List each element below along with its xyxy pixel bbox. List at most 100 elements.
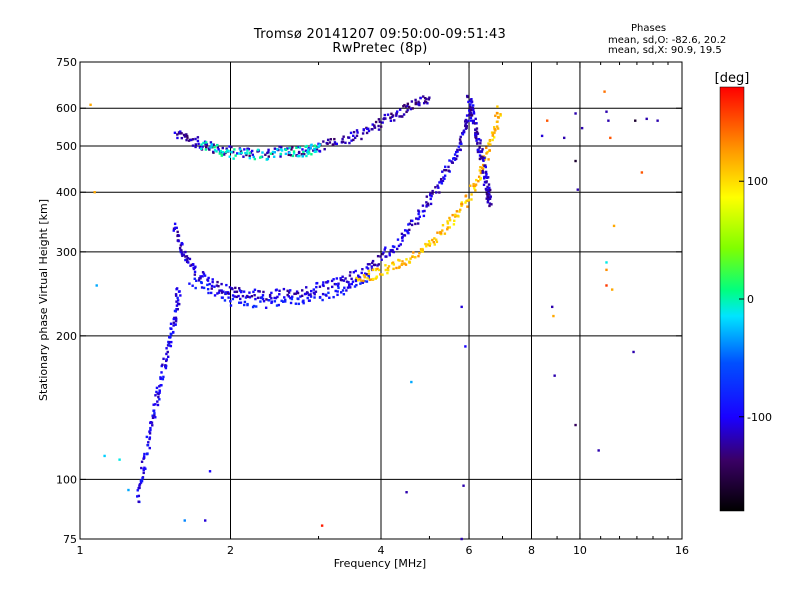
trace-point (292, 152, 296, 155)
trace-point (168, 341, 172, 344)
trace-point (383, 113, 387, 117)
trace-point (492, 136, 496, 139)
trace-point (458, 138, 462, 141)
trace-point (427, 204, 430, 207)
trace-point (472, 182, 475, 186)
trace-point (172, 317, 175, 321)
trace-point (452, 157, 455, 160)
trace-point (223, 153, 226, 156)
trace-point (210, 284, 214, 288)
trace-point (465, 124, 468, 128)
trace-point (173, 131, 177, 134)
trace-point (280, 149, 284, 152)
trace-point (306, 149, 310, 152)
trace-point (184, 258, 187, 262)
trace-point (482, 183, 486, 187)
trace-point (290, 148, 293, 151)
trace-point (381, 121, 384, 124)
trace-point (399, 243, 403, 246)
trace-point (261, 297, 265, 301)
trace-point (457, 215, 460, 218)
trace-point (309, 293, 312, 296)
trace-point (346, 286, 350, 289)
trace-point (347, 281, 350, 284)
scatter-point (640, 171, 644, 174)
scatter-point (553, 374, 556, 377)
trace-point (193, 266, 197, 269)
trace-point (355, 129, 359, 132)
trace-point (177, 239, 180, 243)
scatter-point (93, 191, 96, 194)
trace-point (474, 117, 477, 121)
trace-point (318, 143, 321, 146)
trace-point (411, 107, 414, 110)
trace-point (481, 163, 485, 167)
scatter-point (603, 90, 606, 93)
trace-point (355, 283, 358, 287)
trace-point (323, 147, 326, 151)
trace-point (450, 161, 454, 164)
trace-point (395, 111, 398, 115)
trace-point (200, 147, 203, 150)
trace-point (289, 289, 292, 292)
trace-point (457, 145, 460, 148)
trace-point (235, 290, 239, 293)
trace-point (474, 189, 477, 192)
trace-point (173, 222, 177, 226)
trace-point (348, 274, 352, 277)
trace-point (448, 226, 451, 229)
trace-point (381, 273, 384, 276)
colorbar-unit-label: [deg] (715, 71, 750, 86)
trace-point (431, 238, 434, 242)
trace-point (371, 259, 375, 263)
trace-point (208, 282, 211, 286)
trace-point (486, 185, 489, 189)
scatter-point (574, 159, 577, 163)
trace-point (174, 323, 177, 326)
trace-point (336, 290, 339, 293)
trace-point (202, 286, 206, 290)
trace-point (430, 194, 433, 198)
trace-point (268, 295, 272, 298)
scatter-point (550, 305, 554, 309)
trace-point (209, 146, 212, 149)
trace-point (287, 295, 291, 298)
trace-point (268, 299, 271, 302)
trace-point (246, 302, 249, 306)
trace-point (264, 153, 267, 156)
trace-point (488, 204, 491, 208)
trace-point (175, 300, 178, 303)
trace-point (402, 234, 405, 237)
trace-point (428, 244, 431, 247)
trace-point (429, 197, 432, 201)
trace-point (291, 146, 294, 149)
trace-point (217, 148, 220, 151)
trace-point (485, 173, 488, 176)
trace-point (166, 344, 170, 347)
trace-point (366, 267, 370, 270)
trace-point (231, 297, 235, 301)
trace-point (286, 147, 289, 150)
trace-point (420, 249, 423, 252)
trace-point (258, 290, 261, 293)
trace-point (252, 304, 256, 308)
trace-point (325, 294, 328, 297)
trace-point (470, 114, 473, 117)
trace-point (416, 222, 420, 225)
trace-point (470, 198, 473, 201)
y-tick-label: 750 (56, 56, 77, 69)
trace-point (341, 275, 344, 278)
trace-point (405, 258, 408, 261)
trace-point (485, 188, 489, 192)
trace-point (332, 295, 335, 299)
trace-point (300, 153, 304, 156)
x-tick-label: 1 (77, 544, 84, 557)
trace-point (484, 165, 488, 169)
trace-point (486, 176, 490, 179)
scatter-point (405, 491, 408, 494)
trace-point (426, 243, 430, 246)
scatter-point (605, 268, 608, 272)
trace-point (250, 295, 254, 298)
trace-point (297, 302, 300, 306)
trace-point (249, 151, 253, 154)
